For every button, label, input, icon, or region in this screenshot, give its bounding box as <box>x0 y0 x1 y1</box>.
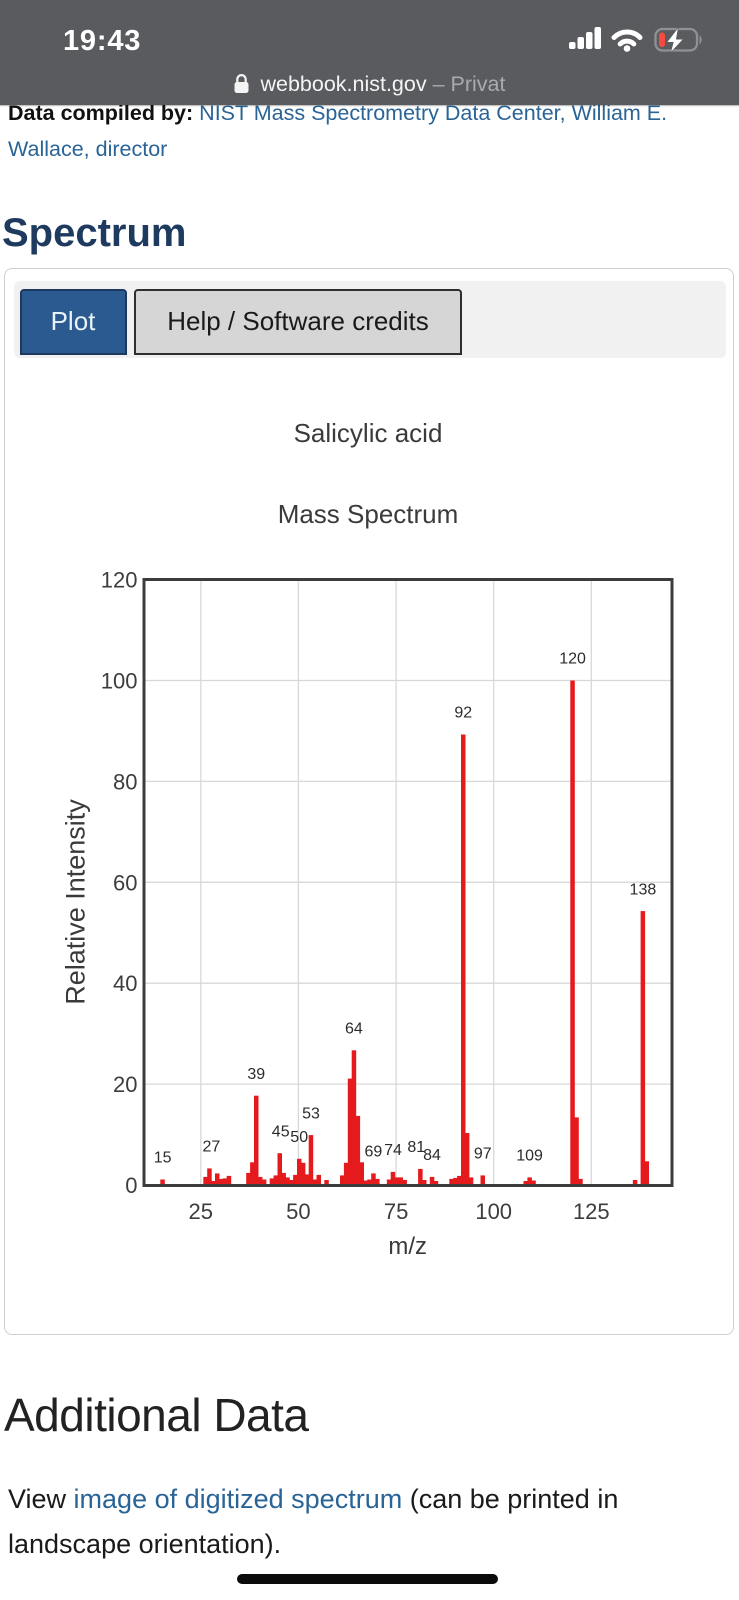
svg-text:81: 81 <box>407 1139 425 1156</box>
svg-text:100: 100 <box>101 669 138 694</box>
svg-text:39: 39 <box>247 1066 265 1083</box>
svg-text:27: 27 <box>203 1139 221 1156</box>
svg-text:125: 125 <box>573 1199 610 1224</box>
svg-text:Relative Intensity: Relative Intensity <box>61 799 91 1005</box>
svg-text:Salicylic acid: Salicylic acid <box>294 418 443 448</box>
svg-text:97: 97 <box>474 1146 492 1163</box>
svg-text:75: 75 <box>384 1199 408 1224</box>
svg-text:138: 138 <box>630 881 657 898</box>
svg-text:45: 45 <box>272 1123 290 1140</box>
svg-text:74: 74 <box>384 1142 402 1159</box>
svg-text:20: 20 <box>113 1072 137 1097</box>
svg-text:50: 50 <box>286 1199 310 1224</box>
svg-text:120: 120 <box>101 568 138 593</box>
svg-text:m/z: m/z <box>388 1233 427 1260</box>
svg-text:100: 100 <box>475 1199 512 1224</box>
svg-text:109: 109 <box>516 1148 543 1165</box>
svg-text:Mass Spectrum: Mass Spectrum <box>278 499 459 529</box>
svg-text:25: 25 <box>189 1199 213 1224</box>
svg-text:50: 50 <box>290 1129 308 1146</box>
svg-text:40: 40 <box>113 971 137 996</box>
svg-text:60: 60 <box>113 870 137 895</box>
svg-text:64: 64 <box>345 1021 363 1038</box>
svg-text:53: 53 <box>302 1105 320 1122</box>
svg-text:69: 69 <box>365 1144 383 1161</box>
svg-text:84: 84 <box>423 1147 441 1164</box>
svg-text:0: 0 <box>125 1173 137 1198</box>
svg-text:120: 120 <box>559 651 586 668</box>
svg-text:92: 92 <box>454 705 472 722</box>
svg-text:15: 15 <box>154 1150 172 1167</box>
svg-text:80: 80 <box>113 769 137 794</box>
